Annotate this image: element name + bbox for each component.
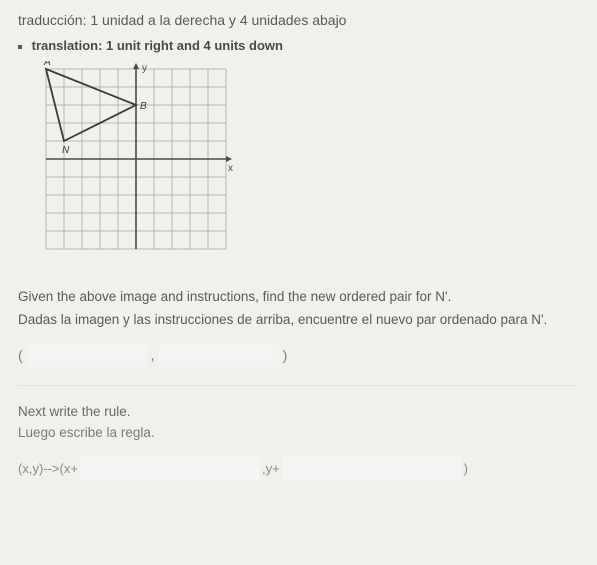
rule-dy-input[interactable] — [282, 456, 462, 480]
instruction-spanish: Dadas la imagen y las instrucciones de a… — [18, 312, 579, 327]
spanish-translation-title: traducción: 1 unidad a la derecha y 4 un… — [18, 12, 579, 28]
pair-x-input[interactable] — [27, 343, 147, 367]
rule-instruction-spanish: Luego escribe la regla. — [18, 425, 579, 440]
bullet-icon — [18, 45, 22, 49]
rule-input-row: (x,y)-->(x+ ,y+ ) — [18, 456, 579, 480]
english-translation-text: translation: 1 unit right and 4 units do… — [32, 38, 283, 53]
pair-y-input[interactable] — [159, 343, 279, 367]
english-translation-title: translation: 1 unit right and 4 units do… — [18, 38, 579, 53]
coordinate-graph: y x A B N — [38, 61, 579, 261]
rule-dx-input[interactable] — [80, 456, 260, 480]
ordered-pair-input-row: ( , ) — [18, 343, 579, 367]
svg-text:x: x — [228, 163, 233, 174]
svg-text:N: N — [62, 145, 70, 156]
divider — [18, 385, 579, 386]
rule-lhs: (x,y)-->(x+ — [18, 461, 78, 476]
rule-instruction-english: Next write the rule. — [18, 404, 579, 419]
paren-close: ) — [283, 347, 288, 363]
rule-close: ) — [464, 461, 468, 476]
svg-text:A: A — [43, 61, 51, 68]
comma: , — [151, 347, 155, 363]
svg-text:y: y — [142, 63, 147, 74]
paren-open: ( — [18, 347, 23, 363]
rule-ymid: ,y+ — [262, 461, 280, 476]
svg-text:B: B — [140, 101, 147, 112]
instruction-english: Given the above image and instructions, … — [18, 289, 579, 304]
